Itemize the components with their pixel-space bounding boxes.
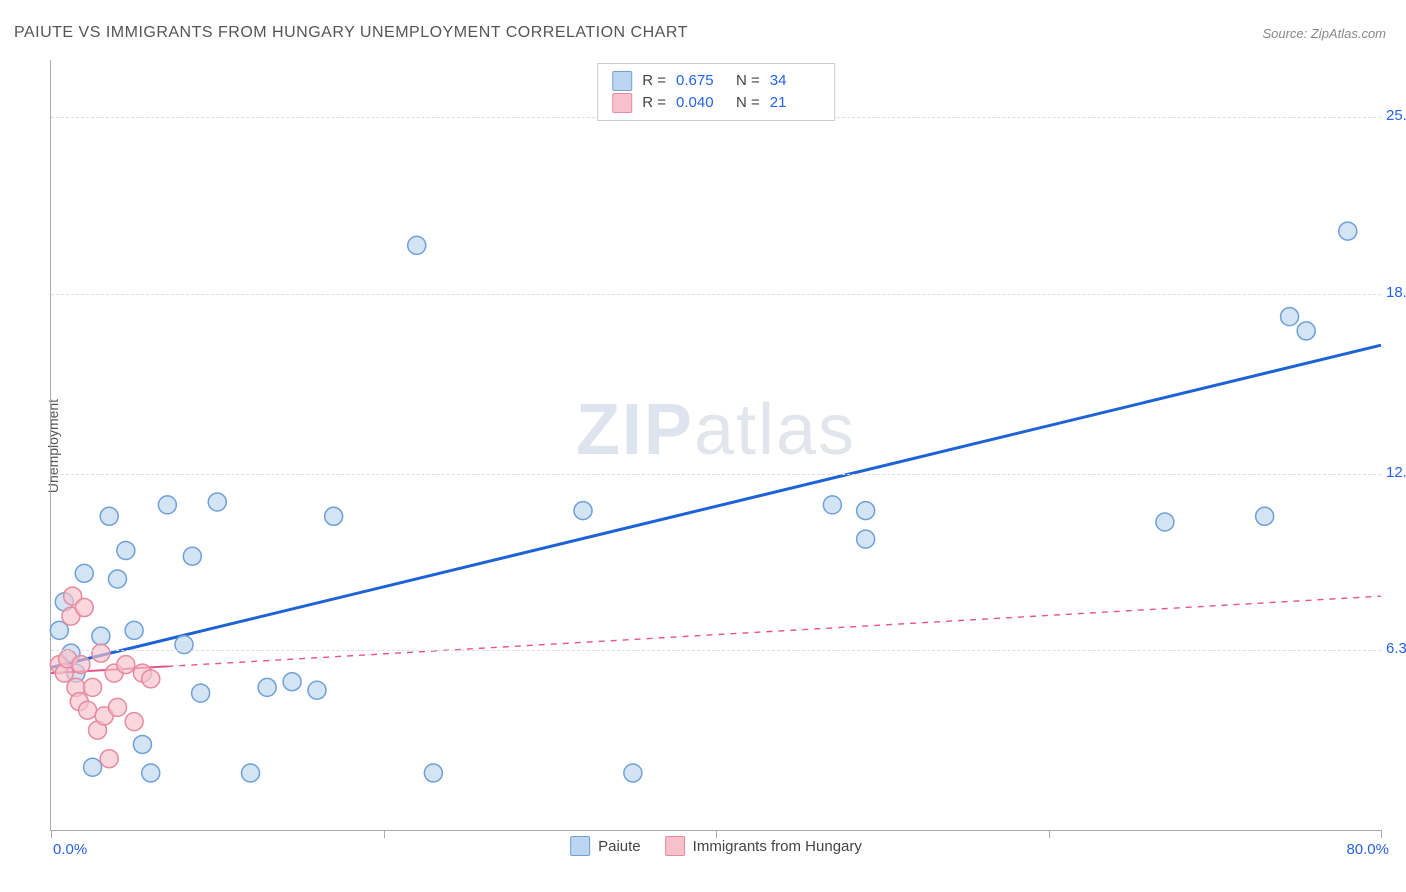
chart-container: PAIUTE VS IMMIGRANTS FROM HUNGARY UNEMPL… — [0, 0, 1406, 892]
r-label: R = — [642, 70, 666, 92]
legend-item: Paiute — [570, 836, 641, 856]
data-point — [1256, 507, 1274, 525]
gridline — [51, 294, 1381, 295]
data-point — [308, 681, 326, 699]
data-point — [857, 502, 875, 520]
data-point — [1339, 222, 1357, 240]
data-point — [574, 502, 592, 520]
data-point — [424, 764, 442, 782]
data-point — [75, 564, 93, 582]
legend-swatch — [665, 836, 685, 856]
data-point — [142, 764, 160, 782]
data-point — [192, 684, 210, 702]
n-label: N = — [736, 70, 760, 92]
y-tick-label: 18.8% — [1386, 284, 1406, 301]
legend-label: Immigrants from Hungary — [693, 838, 862, 855]
data-point — [408, 236, 426, 254]
gridline — [51, 650, 1381, 651]
scatter-svg — [51, 60, 1381, 830]
legend-correlation: R = 0.675 N = 34 R = 0.040 N = 21 — [597, 63, 835, 121]
data-point — [823, 496, 841, 514]
gridline — [51, 474, 1381, 475]
r-value: 0.040 — [676, 92, 726, 114]
data-point — [208, 493, 226, 511]
data-point — [325, 507, 343, 525]
data-point — [72, 656, 90, 674]
data-point — [84, 758, 102, 776]
y-tick-label: 12.5% — [1386, 464, 1406, 481]
data-point — [158, 496, 176, 514]
regression-line — [51, 345, 1381, 667]
data-point — [75, 599, 93, 617]
x-max-label: 80.0% — [1346, 841, 1389, 858]
data-point — [84, 678, 102, 696]
legend-row: R = 0.675 N = 34 — [612, 70, 820, 92]
legend-row: R = 0.040 N = 21 — [612, 92, 820, 114]
data-point — [242, 764, 260, 782]
y-tick-label: 25.0% — [1386, 107, 1406, 124]
data-point — [109, 570, 127, 588]
legend-item: Immigrants from Hungary — [665, 836, 862, 856]
data-point — [1297, 322, 1315, 340]
legend-label: Paiute — [598, 838, 641, 855]
legend-swatch — [612, 93, 632, 113]
data-point — [133, 735, 151, 753]
x-tick — [716, 830, 717, 838]
n-value: 34 — [770, 70, 820, 92]
data-point — [100, 750, 118, 768]
n-value: 21 — [770, 92, 820, 114]
chart-title: PAIUTE VS IMMIGRANTS FROM HUNGARY UNEMPL… — [14, 24, 688, 42]
r-value: 0.675 — [676, 70, 726, 92]
data-point — [125, 713, 143, 731]
data-point — [79, 701, 97, 719]
data-point — [1156, 513, 1174, 531]
legend-swatch — [570, 836, 590, 856]
x-tick — [1049, 830, 1050, 838]
r-label: R = — [642, 92, 666, 114]
x-tick — [1381, 830, 1382, 838]
legend-swatch — [612, 71, 632, 91]
data-point — [142, 670, 160, 688]
x-tick — [51, 830, 52, 838]
y-tick-label: 6.3% — [1386, 640, 1406, 657]
data-point — [109, 698, 127, 716]
legend-series: Paiute Immigrants from Hungary — [570, 836, 862, 856]
data-point — [258, 678, 276, 696]
source-label: Source: ZipAtlas.com — [1262, 26, 1386, 41]
regression-line-dashed — [167, 596, 1381, 666]
x-origin-label: 0.0% — [53, 841, 87, 858]
data-point — [100, 507, 118, 525]
data-point — [283, 673, 301, 691]
data-point — [117, 542, 135, 560]
data-point — [92, 627, 110, 645]
data-point — [857, 530, 875, 548]
data-point — [92, 644, 110, 662]
data-point — [125, 621, 143, 639]
data-point — [1281, 308, 1299, 326]
data-point — [117, 656, 135, 674]
data-point — [624, 764, 642, 782]
n-label: N = — [736, 92, 760, 114]
x-tick — [384, 830, 385, 838]
data-point — [183, 547, 201, 565]
plot-area: ZIPatlas R =0.675N =34R =0.040N =21 0.0%… — [50, 60, 1381, 831]
